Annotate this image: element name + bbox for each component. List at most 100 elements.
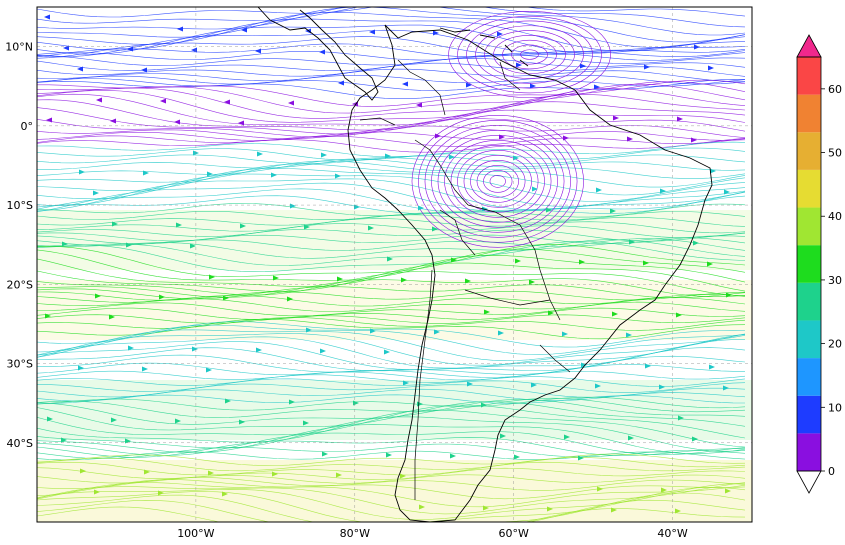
streamline-arrow (515, 258, 521, 264)
streamline (37, 81, 746, 114)
colorbar-segment (797, 282, 821, 321)
colorbar-tick-label: 10 (828, 401, 842, 414)
streamline-arrow (580, 63, 586, 69)
colorbar-segment (797, 94, 821, 133)
colorbar-tick-label: 30 (828, 274, 842, 287)
longitude-tick-label: 100°W (177, 527, 214, 540)
shading-band (37, 460, 752, 522)
colorbar-segment (797, 320, 821, 359)
shading-band (37, 210, 752, 270)
streamline (37, 163, 746, 196)
border-chile-argentina (414, 269, 433, 500)
streamline (37, 255, 746, 287)
streamline-arrow (709, 364, 715, 370)
streamline-arrow (222, 491, 228, 497)
streamline-arrow (596, 187, 602, 193)
streamline (37, 482, 746, 515)
streamline-arrow (449, 154, 455, 160)
streamline (37, 99, 746, 131)
streamline (37, 234, 746, 245)
streamline-arrow (481, 402, 487, 408)
streamline-arrow (320, 348, 326, 354)
streamline-arrow (353, 400, 359, 406)
streamline-arrow (206, 367, 212, 373)
streamline-arrow (46, 117, 52, 123)
vortex-streamline (476, 165, 519, 198)
streamline-arrow (466, 82, 472, 88)
caribbean-islands (439, 27, 529, 67)
colorbar-segment (797, 169, 821, 208)
streamline-arrow (79, 169, 85, 175)
streamline (37, 401, 746, 431)
streamline-arrow (677, 116, 683, 122)
colorbar-extend-max (796, 34, 822, 58)
streamline-arrow (692, 436, 698, 442)
streamline (37, 317, 746, 331)
streamline-arrow (128, 345, 134, 351)
streamline-arrow (499, 134, 505, 140)
south-america-coastline (347, 24, 713, 522)
colorbar: 0 10 20 30 40 50 60 (796, 34, 842, 494)
streamline-arrow (256, 347, 262, 353)
streamline (37, 374, 746, 387)
streamline (37, 62, 746, 77)
streamline-arrow (611, 507, 617, 513)
vortex-streamline (431, 130, 565, 233)
streamline-arrow (287, 296, 293, 302)
streamline (37, 7, 746, 36)
streamline-arrow (336, 472, 342, 478)
streamline (37, 157, 746, 171)
streamline (37, 404, 746, 439)
streamline-arrow (659, 384, 665, 390)
streamline (37, 499, 746, 522)
streamline-arrow (726, 292, 732, 298)
streamline-arrow (661, 487, 667, 493)
streamline (37, 75, 746, 85)
streamline (37, 107, 746, 135)
streamline-arrow (694, 44, 700, 50)
streamline-arrow (546, 207, 552, 213)
streamline (37, 262, 746, 292)
streamline-arrow (305, 28, 311, 34)
streamline (37, 486, 746, 522)
vortex-streamline (489, 175, 506, 188)
streamline-arrow (514, 454, 520, 460)
streamline-arrow (370, 328, 376, 334)
streamline-arrow (224, 99, 230, 105)
streamline (37, 474, 746, 484)
streamline-arrow (563, 135, 569, 141)
streamline (37, 424, 746, 454)
border-argentina-paraguay (464, 289, 551, 306)
streamline (37, 214, 746, 227)
streamline-arrow (303, 420, 309, 426)
streamline (37, 7, 746, 43)
streamline (37, 297, 746, 312)
streamline (37, 11, 746, 48)
vortex-streamline (450, 145, 545, 218)
streamline (37, 370, 746, 381)
streamline-arrow (192, 346, 198, 352)
streamline-arrow (304, 224, 310, 230)
streamline-arrow (112, 221, 118, 227)
streamline-arrow (335, 173, 341, 179)
streamline (37, 241, 746, 273)
streamline-arrow (368, 225, 374, 231)
country-borders (359, 59, 571, 500)
colorbar-frame (796, 56, 822, 472)
streamline-arrow (547, 506, 553, 512)
streamline (37, 43, 746, 58)
gridlines (37, 7, 752, 522)
vortex-streamline (444, 140, 552, 223)
streamline (37, 218, 746, 234)
map-frame (36, 6, 753, 523)
streamline-arrow (628, 435, 634, 441)
streamline (37, 324, 746, 355)
vortex-streamline (475, 25, 584, 84)
streamline-arrow (500, 433, 506, 439)
colorbar-segment (797, 395, 821, 434)
streamline-arrow (191, 47, 197, 53)
streamline-arrow (354, 204, 360, 210)
streamline-arrow (306, 327, 312, 333)
streamline-arrow (482, 206, 488, 212)
latitude-tick-label: 0° (21, 120, 34, 133)
